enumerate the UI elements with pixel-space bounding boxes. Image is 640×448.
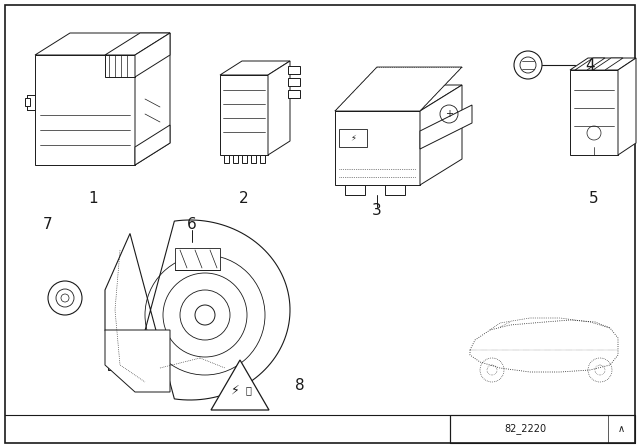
Bar [345, 185, 365, 195]
Bar [385, 185, 405, 195]
Text: 8: 8 [295, 378, 305, 392]
Text: 82_2220: 82_2220 [504, 423, 546, 435]
Polygon shape [618, 58, 636, 155]
Bar [288, 90, 300, 98]
Polygon shape [420, 105, 472, 149]
Text: 3: 3 [372, 202, 382, 217]
Polygon shape [335, 67, 462, 111]
Text: +: + [445, 109, 453, 119]
Polygon shape [135, 33, 170, 77]
Polygon shape [105, 33, 170, 55]
Polygon shape [135, 125, 170, 165]
Polygon shape [220, 61, 290, 75]
Polygon shape [260, 155, 265, 163]
Text: 🔧: 🔧 [245, 385, 251, 395]
Bar [108, 338, 146, 370]
Bar [339, 129, 367, 147]
Text: 4: 4 [585, 57, 595, 73]
Polygon shape [251, 155, 256, 163]
Polygon shape [105, 220, 290, 400]
Polygon shape [570, 70, 618, 155]
Text: 5: 5 [589, 190, 599, 206]
Bar [25, 98, 30, 106]
Bar [288, 78, 300, 86]
Polygon shape [420, 85, 462, 185]
Bar [111, 354, 129, 366]
Polygon shape [593, 58, 623, 70]
Text: ⚡: ⚡ [230, 383, 239, 396]
Polygon shape [35, 55, 135, 165]
Polygon shape [575, 58, 605, 70]
Text: 1: 1 [88, 190, 98, 206]
Polygon shape [335, 85, 462, 111]
Bar [288, 66, 300, 74]
Polygon shape [268, 61, 290, 155]
Bar [111, 342, 126, 352]
Polygon shape [35, 33, 170, 55]
Polygon shape [233, 155, 238, 163]
Text: 2: 2 [239, 190, 249, 206]
Polygon shape [220, 75, 268, 155]
Ellipse shape [175, 243, 220, 253]
Bar [175, 248, 220, 270]
Text: 7: 7 [43, 216, 53, 232]
Polygon shape [570, 58, 636, 70]
Text: 6: 6 [187, 216, 197, 232]
Polygon shape [224, 155, 229, 163]
Circle shape [61, 294, 69, 302]
Polygon shape [242, 155, 247, 163]
Text: ⚡: ⚡ [350, 134, 356, 142]
Polygon shape [335, 111, 420, 185]
Polygon shape [105, 55, 135, 77]
Polygon shape [211, 360, 269, 410]
Polygon shape [135, 33, 170, 165]
Text: ∧: ∧ [618, 424, 625, 434]
Polygon shape [105, 330, 170, 392]
